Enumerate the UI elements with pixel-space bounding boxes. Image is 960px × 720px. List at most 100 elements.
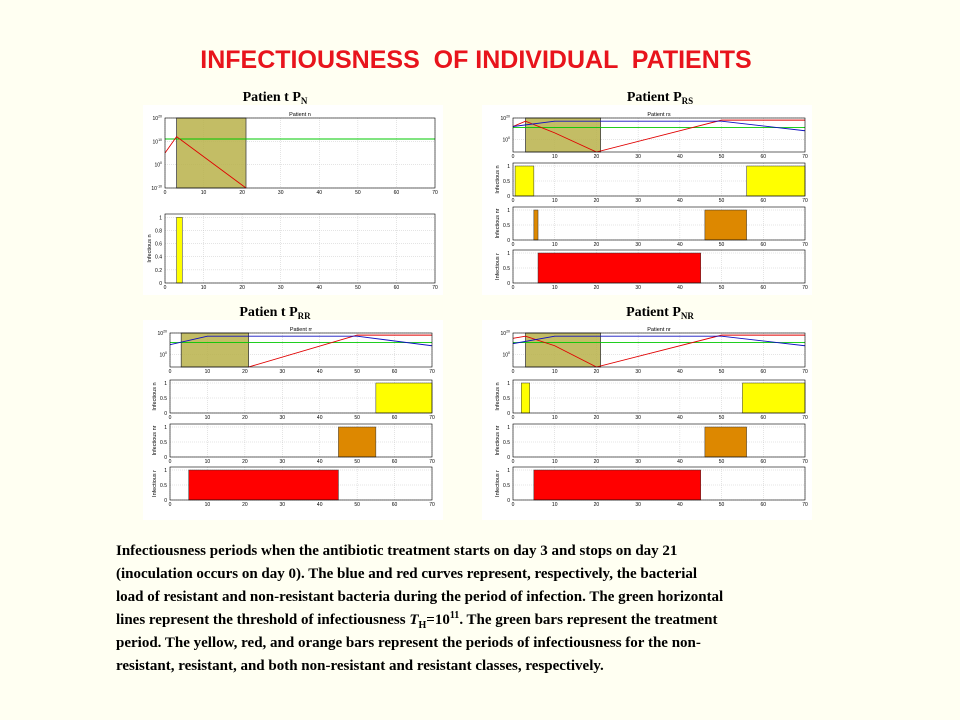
caption-line: lines represent the threshold of infecti…: [116, 609, 916, 632]
plot-frame: [512, 162, 806, 197]
x-tick-label: 0: [512, 415, 515, 421]
y-tick-label: 10-10: [151, 185, 162, 193]
y-tick-label: 0.8: [155, 228, 162, 234]
x-tick-label: 70: [429, 415, 435, 421]
tick-base: 10: [502, 137, 508, 143]
x-tick-label: 10: [552, 369, 558, 375]
caption-text: . The green bars represent the treatment: [459, 612, 718, 628]
caption-line: Infectiousness periods when the antibiot…: [116, 543, 678, 559]
x-tick-label: 30: [635, 154, 641, 160]
x-tick-label: 10: [552, 242, 558, 248]
plot-frame: [512, 117, 806, 153]
tick-base: 10: [153, 116, 159, 122]
y-tick-label: 1: [507, 164, 510, 170]
y-tick-label: 0: [507, 281, 510, 287]
x-tick-label: 70: [802, 502, 808, 508]
x-tick-label: 60: [761, 198, 767, 204]
x-tick-label: 30: [635, 285, 641, 291]
y-tick-label: 1: [507, 208, 510, 214]
x-tick-label: 20: [242, 415, 248, 421]
tick-base: 10: [154, 163, 160, 169]
tick-exponent: 0: [160, 161, 162, 165]
x-tick-label: 30: [635, 242, 641, 248]
y-tick-label: 0.2: [155, 268, 162, 274]
plot-frame: [512, 206, 806, 241]
panel-label: Patient PRS: [627, 90, 693, 106]
x-tick-label: 0: [169, 459, 172, 465]
y-axis-label: Infectious nr: [495, 425, 501, 455]
plot-frame: [512, 249, 806, 284]
slide-title: INFECTIOUSNESS OF INDIVIDUAL PATIENTS: [200, 46, 751, 74]
tick-exponent: 20: [506, 330, 510, 334]
y-axis-label: Infectious nr: [495, 208, 501, 238]
x-tick-label: 10: [552, 459, 558, 465]
infectious-bar: [704, 209, 747, 241]
plot-area: [513, 424, 805, 457]
y-axis-label: Infectious r: [152, 470, 158, 497]
x-tick-label: 0: [512, 154, 515, 160]
infectious-bar: [521, 382, 530, 414]
panel-label-text: Patient P: [627, 90, 682, 105]
load-curve: [513, 335, 805, 347]
plot-area: [170, 424, 432, 457]
x-tick-label: 40: [677, 369, 683, 375]
tick-exponent: 20: [506, 115, 510, 119]
caption-line: resistant, resistant, and both non-resis…: [116, 658, 604, 674]
x-tick-label: 20: [594, 285, 600, 291]
panel-label: Patien t PN: [243, 90, 308, 106]
y-axis-label: Infectious r: [495, 470, 501, 497]
tick-base: 10: [151, 186, 157, 192]
load-curve: [513, 120, 805, 132]
x-tick-label: 30: [280, 459, 286, 465]
panel-label-sub: RR: [298, 311, 311, 321]
plot-title: Patient nr: [647, 327, 671, 333]
y-tick-label: 0: [164, 498, 167, 504]
y-tick-label: 0: [507, 498, 510, 504]
x-tick-label: 60: [394, 190, 400, 196]
x-tick-label: 10: [205, 369, 211, 375]
y-axis-label: Infectious nr: [152, 425, 158, 455]
x-tick-label: 30: [280, 369, 286, 375]
x-tick-label: 20: [242, 502, 248, 508]
tick-base: 10: [153, 139, 159, 145]
load-curve: [248, 334, 432, 367]
y-tick-label: 0.5: [503, 223, 510, 229]
x-tick-label: 40: [677, 502, 683, 508]
tick-exponent: 20: [158, 115, 162, 119]
x-tick-label: 20: [594, 198, 600, 204]
infectious-bar: [742, 382, 806, 414]
plot-frame: [169, 332, 433, 368]
load-curve: [165, 136, 247, 188]
y-tick-label: 100: [159, 351, 167, 359]
panel-label: Patien t PRR: [239, 305, 311, 321]
y-tick-label: 1020: [501, 115, 511, 123]
x-tick-label: 60: [392, 369, 398, 375]
y-axis-label: Infectious r: [495, 253, 501, 280]
x-tick-label: 10: [201, 285, 207, 291]
x-tick-label: 50: [354, 502, 360, 508]
x-tick-label: 20: [239, 285, 245, 291]
y-axis-label: Infectious n: [495, 165, 501, 193]
x-tick-label: 70: [429, 369, 435, 375]
x-tick-label: 0: [164, 190, 167, 196]
x-tick-label: 70: [802, 242, 808, 248]
x-tick-label: 50: [719, 198, 725, 204]
x-tick-label: 70: [432, 285, 438, 291]
x-tick-label: 0: [512, 242, 515, 248]
x-tick-label: 40: [317, 459, 323, 465]
plot-frame: [169, 379, 433, 414]
y-axis-label: Infectious n: [147, 234, 153, 262]
load-curve: [513, 119, 805, 152]
x-tick-label: 20: [239, 190, 245, 196]
tick-exponent: 20: [163, 330, 167, 334]
x-tick-label: 70: [802, 154, 808, 160]
y-tick-label: 0.5: [160, 440, 167, 446]
x-tick-label: 50: [719, 459, 725, 465]
subscript: H: [418, 620, 427, 631]
x-tick-label: 50: [355, 190, 361, 196]
y-tick-label: 100: [154, 161, 162, 169]
x-tick-label: 40: [677, 242, 683, 248]
x-tick-label: 70: [802, 198, 808, 204]
x-tick-label: 60: [761, 369, 767, 375]
infectious-bar: [514, 165, 535, 197]
